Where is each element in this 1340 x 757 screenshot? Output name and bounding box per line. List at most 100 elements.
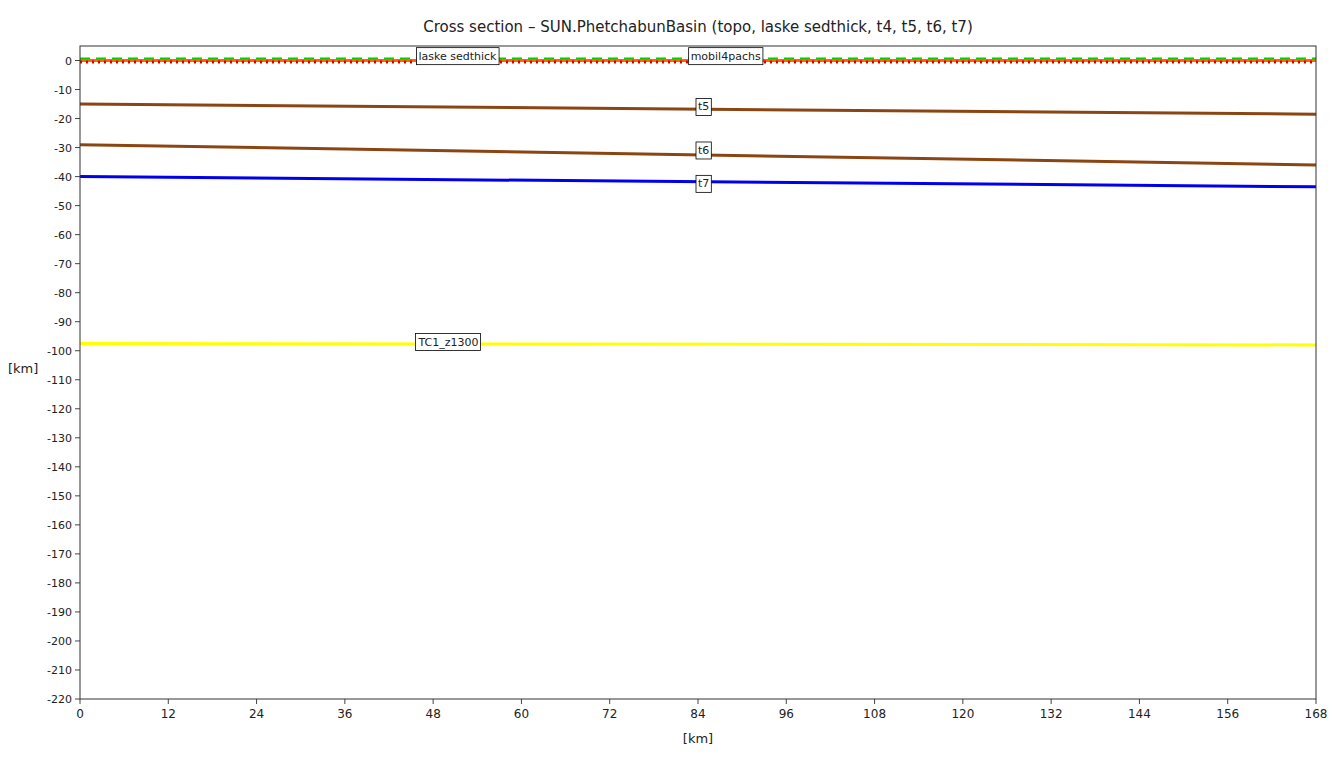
y-tick <box>75 379 80 380</box>
annotation-box <box>696 142 711 159</box>
x-tick <box>874 699 875 704</box>
x-tick-label: 36 <box>337 707 352 721</box>
x-tick <box>433 699 434 704</box>
series-line <box>80 343 1316 344</box>
annotation-text: mobil4pachs <box>691 50 761 63</box>
x-tick <box>786 699 787 704</box>
y-tick-label: -30 <box>54 142 72 155</box>
annotation-text: t6 <box>698 144 709 157</box>
page: {"chart_data": { "type": "line", "title"… <box>0 0 1340 757</box>
y-tick <box>75 147 80 148</box>
y-tick <box>75 350 80 351</box>
lines <box>80 59 1316 345</box>
x-tick-label: 60 <box>514 707 529 721</box>
x-axis-label: [km] <box>683 731 713 746</box>
x-tick-label: 84 <box>690 707 705 721</box>
x-tick <box>256 699 257 704</box>
y-tick-label: -200 <box>47 635 72 648</box>
y-tick-label: -170 <box>47 548 72 561</box>
x-tick-label: 144 <box>1128 707 1151 721</box>
y-tick <box>75 263 80 264</box>
y-tick-label: -150 <box>47 490 72 503</box>
y-tick <box>75 321 80 322</box>
y-tick <box>75 582 80 583</box>
x-tick-label: 132 <box>1040 707 1063 721</box>
annotations: laske sedthick mobil4pachs t5 t6 t7 TC1_z1300 <box>415 48 762 351</box>
annotation: laske sedthick <box>416 48 499 65</box>
y-tick <box>75 89 80 90</box>
x-tick <box>1139 699 1140 704</box>
y-tick-label: -20 <box>54 113 72 126</box>
y-tick-label: -110 <box>47 374 72 387</box>
y-tick-label: -60 <box>54 229 72 242</box>
x-tick <box>521 699 522 704</box>
y-tick <box>75 495 80 496</box>
y-tick-label: -140 <box>47 461 72 474</box>
annotation-text: t5 <box>698 100 709 113</box>
annotation-text: TC1_z1300 <box>417 336 478 349</box>
annotation-box <box>416 48 499 65</box>
y-axis-label: [km] <box>8 361 38 376</box>
y-tick-label: -40 <box>54 171 72 184</box>
x-tick <box>1316 699 1317 704</box>
x-tick-label: 0 <box>76 707 84 721</box>
x-tick <box>344 699 345 704</box>
x-tick <box>1227 699 1228 704</box>
y-tick-label: -180 <box>47 577 72 590</box>
y-tick-label: -120 <box>47 403 72 416</box>
x-tick-label: 24 <box>249 707 264 721</box>
y-tick-label: -100 <box>47 345 72 358</box>
x-tick-label: 12 <box>161 707 176 721</box>
x-tick <box>80 699 81 704</box>
y-tick <box>75 292 80 293</box>
x-tick-label: 48 <box>426 707 441 721</box>
annotation: t6 <box>696 142 711 159</box>
annotation: mobil4pachs <box>689 48 763 65</box>
x-tick-label: 108 <box>863 707 886 721</box>
y-tick <box>75 640 80 641</box>
y-tick-label: -10 <box>54 84 72 97</box>
annotation: t5 <box>696 98 711 115</box>
x-tick <box>168 699 169 704</box>
y-tick-label: -220 <box>47 693 72 706</box>
y-tick <box>75 408 80 409</box>
y-tick <box>75 118 80 119</box>
y-tick-label: -70 <box>54 258 72 271</box>
y-tick <box>75 669 80 670</box>
y-tick-label: -210 <box>47 664 72 677</box>
title: Cross section – SUN.PhetchabunBasin (top… <box>423 18 973 36</box>
chart: 0 12 24 36 48 60 72 84 96 108 120 132 144 156 1680 -10 -… <box>0 0 1340 757</box>
y-tick-label: -90 <box>54 316 72 329</box>
x-tick-label: 72 <box>602 707 617 721</box>
y-tick-label: -160 <box>47 519 72 532</box>
plot-frame <box>80 46 1316 699</box>
series-line <box>80 145 1316 165</box>
y-tick <box>75 60 80 61</box>
annotation-box <box>696 175 711 192</box>
y-tick-label: -50 <box>54 200 72 213</box>
annotation-box <box>415 334 480 351</box>
x-tick <box>962 699 963 704</box>
y-tick <box>75 699 80 700</box>
x-tick-label: 156 <box>1216 707 1239 721</box>
y-tick-label: -80 <box>54 287 72 300</box>
annotation-text: laske sedthick <box>418 50 497 63</box>
x-tick-label: 120 <box>951 707 974 721</box>
y-tick <box>75 205 80 206</box>
y-tick <box>75 611 80 612</box>
y-tick-label: -190 <box>47 606 72 619</box>
x-axis: 0 12 24 36 48 60 72 84 96 108 120 132 144 156 168 <box>76 699 1327 721</box>
y-tick <box>75 176 80 177</box>
y-tick <box>75 466 80 467</box>
x-tick <box>609 699 610 704</box>
x-tick <box>1051 699 1052 704</box>
y-tick <box>75 437 80 438</box>
y-tick <box>75 553 80 554</box>
x-tick-label: 96 <box>779 707 794 721</box>
x-tick-label: 168 <box>1305 707 1328 721</box>
annotation-box <box>696 98 711 115</box>
annotation: t7 <box>696 175 711 192</box>
annotation-box <box>689 48 763 65</box>
y-tick <box>75 524 80 525</box>
y-tick-label: -130 <box>47 432 72 445</box>
